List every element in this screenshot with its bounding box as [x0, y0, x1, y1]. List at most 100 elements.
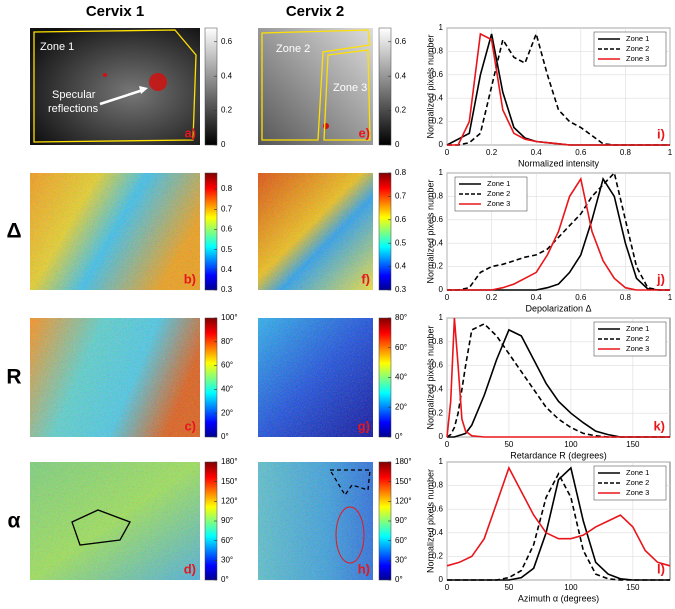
texture	[258, 173, 373, 290]
legend-label: Zone 3	[626, 488, 649, 497]
colorbar-tick-label: 0.5	[395, 238, 407, 247]
colorbar-tick-label: 20°	[221, 408, 233, 417]
x-tick-label: 0.2	[486, 148, 498, 157]
legend-label: Zone 2	[626, 334, 649, 343]
row-label: α	[8, 510, 21, 533]
colorbar-tick-label: 0°	[221, 575, 229, 584]
colorbar-tick-label: 60°	[395, 343, 407, 352]
specular-spot	[323, 123, 329, 129]
panel-label: c)	[184, 418, 196, 433]
x-tick-label: 0.4	[531, 148, 543, 157]
x-axis-label: Retardance R (degrees)	[510, 450, 607, 460]
x-tick-label: 1	[668, 293, 673, 302]
row-label: Δ	[6, 220, 21, 243]
texture	[30, 318, 200, 437]
colorbar-tick-label: 120°	[395, 496, 412, 505]
legend-label: Zone 2	[487, 189, 510, 198]
y-tick-label: 1	[439, 168, 444, 177]
y-tick-label: 0	[439, 285, 444, 294]
texture	[30, 462, 200, 580]
colorbar-tick-label: 0.3	[221, 285, 233, 294]
images	[30, 28, 373, 580]
colorbar-tick-label: 0.8	[221, 184, 233, 193]
y-tick-label: 0.4	[432, 93, 444, 102]
y-tick-label: 1	[439, 23, 444, 32]
y-tick-label: 0.2	[432, 262, 444, 271]
colorbar-tick-label: 0	[221, 140, 226, 149]
x-tick-label: 150	[626, 440, 640, 449]
panel-label: a)	[184, 125, 196, 140]
panel-label: h)	[358, 561, 370, 576]
y-tick-label: 0.6	[432, 215, 444, 224]
legend-label: Zone 1	[626, 34, 649, 43]
colorbar-tick-label: 150°	[221, 477, 238, 486]
colorbar-tick-label: 150°	[395, 477, 412, 486]
colorbar-tick-label: 90°	[221, 516, 233, 525]
colorbar-tick-label: 80°	[221, 337, 233, 346]
y-axis-label: Normalized pixels number	[425, 34, 435, 138]
x-tick-label: 0.8	[620, 148, 632, 157]
legend-label: Zone 1	[626, 324, 649, 333]
x-tick-label: 100	[564, 440, 578, 449]
panel-label: f)	[361, 271, 370, 286]
colorbar-tick-label: 180°	[395, 457, 412, 466]
colorbar-tick-label: 0°	[395, 432, 403, 441]
y-tick-label: 0.2	[432, 117, 444, 126]
column-header: Cervix 1	[86, 3, 144, 20]
colorbar-tick-label: 0°	[221, 432, 229, 441]
x-tick-label: 100	[564, 583, 578, 592]
y-tick-label: 1	[439, 457, 444, 466]
x-tick-label: 0	[445, 583, 450, 592]
y-tick-label: 0.4	[432, 385, 444, 394]
colorbar-tick-label: 60°	[221, 536, 233, 545]
panel-label: e)	[358, 125, 370, 140]
panel-label: b)	[184, 271, 196, 286]
x-tick-label: 0	[445, 293, 450, 302]
y-tick-label: 0.2	[432, 408, 444, 417]
panel-label: d)	[184, 561, 196, 576]
colorbar-tick-label: 0.6	[221, 37, 233, 46]
colorbar-tick-label: 0.7	[221, 204, 233, 213]
y-tick-label: 0.4	[432, 528, 444, 537]
colorbar	[378, 27, 392, 146]
annotation: reflections	[48, 103, 99, 115]
colorbar-tick-label: 0.6	[395, 37, 407, 46]
specular-spot	[103, 73, 107, 77]
legend-label: Zone 3	[626, 54, 649, 63]
colorbar-tick-label: 0.6	[395, 215, 407, 224]
colorbar-tick-label: 0.5	[221, 245, 233, 254]
legend-label: Zone 2	[626, 478, 649, 487]
colorbar-tick-label: 0.4	[395, 262, 407, 271]
x-axis-label: Normalized intensity	[518, 158, 600, 168]
legend-label: Zone 2	[626, 44, 649, 53]
x-tick-label: 0.4	[531, 293, 543, 302]
x-axis-label: Depolarization Δ	[525, 303, 591, 313]
legend-label: Zone 1	[487, 179, 510, 188]
colorbar-tick-label: 60°	[395, 536, 407, 545]
colorbar-tick-label: 0.4	[395, 71, 407, 80]
x-tick-label: 0	[445, 148, 450, 157]
colorbar-tick-label: 0.6	[221, 225, 233, 234]
specular-spot	[149, 73, 167, 91]
colorbar-tick-label: 20°	[395, 402, 407, 411]
zone-label: Zone 1	[40, 41, 74, 53]
x-tick-label: 0	[445, 440, 450, 449]
colorbar-tick-label: 0.2	[395, 106, 407, 115]
y-tick-label: 0.8	[432, 337, 444, 346]
zone-outline	[33, 29, 197, 143]
y-tick-label: 0.6	[432, 361, 444, 370]
colorbar-tick-label: 0.8	[395, 168, 407, 177]
colorbar-tick-label: 120°	[221, 496, 238, 505]
colorbar-tick-label: 30°	[395, 555, 407, 564]
y-tick-label: 0.2	[432, 552, 444, 561]
colorbar-tick-label: 0.7	[395, 192, 407, 201]
colorbar	[204, 317, 218, 438]
zone-label: Zone 2	[276, 43, 310, 55]
y-tick-label: 0.6	[432, 504, 444, 513]
x-tick-label: 150	[626, 583, 640, 592]
x-tick-label: 0.6	[575, 148, 587, 157]
zone-outline	[71, 509, 131, 546]
zone-outline	[328, 469, 371, 497]
colorbar-tick-label: 30°	[221, 555, 233, 564]
